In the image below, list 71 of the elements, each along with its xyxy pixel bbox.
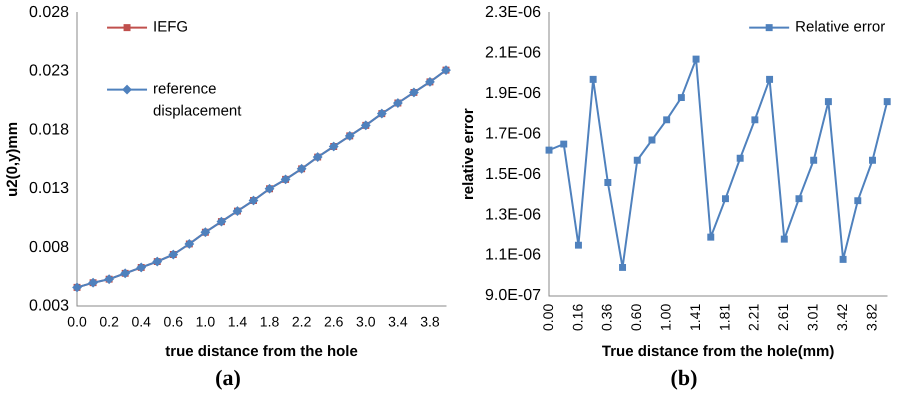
y-tick-label: 1.9E-06 xyxy=(484,84,542,102)
point xyxy=(840,256,847,263)
x-tick-label: 3.4 xyxy=(388,313,408,330)
y-tick-label: 0.008 xyxy=(28,238,70,256)
y-tick-label: 0.023 xyxy=(28,62,70,80)
x-tick-label: 1.8 xyxy=(260,313,280,330)
point xyxy=(780,236,788,243)
x-tick-label: 0.16 xyxy=(569,304,586,331)
y-tick-label: 1.1E-06 xyxy=(484,246,542,264)
y-axis-title: u2(0,y)mm xyxy=(4,122,22,197)
x-tick-label: 0.6 xyxy=(164,313,184,330)
x-tick-label: 2.6 xyxy=(324,313,344,330)
y-tick-label: 1.7E-06 xyxy=(484,125,542,142)
x-tick-label: 3.42 xyxy=(834,304,850,331)
point xyxy=(574,242,582,249)
point xyxy=(619,264,626,271)
x-tick-label: 1.41 xyxy=(686,304,703,331)
y-tick-label: 0.018 xyxy=(28,121,70,138)
y-tick-label: 1.3E-06 xyxy=(484,206,542,224)
y-tick-label: 2.1E-06 xyxy=(484,44,542,62)
x-tick-label: 3.01 xyxy=(804,304,821,331)
y-tick-label: 0.028 xyxy=(28,4,70,22)
legend-label: Relative error xyxy=(795,18,886,36)
point xyxy=(884,98,891,106)
point xyxy=(663,116,670,124)
x-axis-title: true distance from the hole xyxy=(165,343,358,360)
text: (a) xyxy=(214,365,242,391)
x-tick-label: 1.0 xyxy=(196,313,216,330)
point xyxy=(824,98,832,106)
y-tick-label: 0.013 xyxy=(28,180,70,198)
y-tick-label: 0.003 xyxy=(28,298,70,315)
point xyxy=(869,156,876,164)
y-tick-label: 2.3E-06 xyxy=(484,4,542,22)
x-tick-label: 2.61 xyxy=(775,304,792,331)
x-tick-label: 0.4 xyxy=(131,313,152,330)
point xyxy=(766,76,774,83)
point xyxy=(546,146,553,154)
x-tick-label: 0.0 xyxy=(67,313,87,330)
x-tick-label: 1.81 xyxy=(716,304,732,331)
x-tick-label: 0.60 xyxy=(628,304,644,331)
y-axis-title: relative error xyxy=(460,108,478,200)
y-tick-label: 1.5E-06 xyxy=(484,166,542,183)
x-tick-label: 0.2 xyxy=(99,313,120,330)
legend-label: IEFG xyxy=(153,18,188,36)
point xyxy=(604,179,612,186)
point xyxy=(854,197,862,204)
point xyxy=(722,195,729,202)
x-tick-label: 3.82 xyxy=(863,304,880,331)
point xyxy=(634,156,641,164)
text: (b) xyxy=(670,365,698,391)
x-tick-label: 2.2 xyxy=(292,313,312,330)
point xyxy=(590,76,597,83)
x-tick-label: 2.21 xyxy=(746,304,762,331)
x-tick-label: 3.8 xyxy=(420,313,440,330)
point xyxy=(751,116,758,124)
x-tick-label: 0.36 xyxy=(598,304,615,331)
point xyxy=(810,156,818,164)
x-tick-label: 1.4 xyxy=(228,313,248,330)
point xyxy=(648,136,656,144)
point xyxy=(560,140,568,148)
legend-label: reference displacement xyxy=(153,80,242,120)
point xyxy=(707,234,714,241)
point xyxy=(796,195,802,202)
x-tick-label: 3.0 xyxy=(356,313,376,330)
x-axis-title: True distance from the hole(mm) xyxy=(602,343,834,360)
y-tick-label: 9.0E-07 xyxy=(484,287,542,304)
point xyxy=(678,94,685,102)
point xyxy=(692,56,700,63)
x-tick-label: 0.00 xyxy=(540,304,556,331)
point xyxy=(736,154,744,162)
x-tick-label: 1.00 xyxy=(658,304,674,331)
